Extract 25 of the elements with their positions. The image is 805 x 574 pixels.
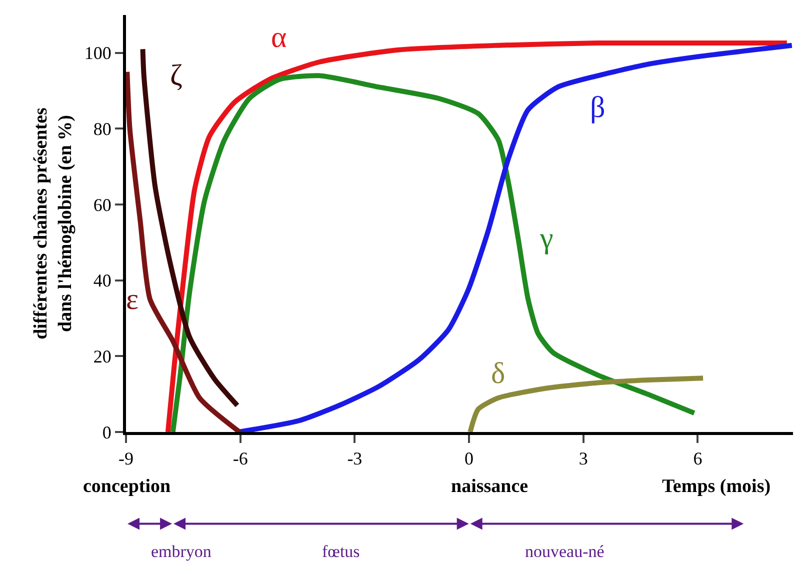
series-label: β: [590, 91, 606, 124]
series-label: α: [271, 21, 287, 54]
y-tick-label: 100: [84, 43, 112, 64]
series-label: ζ: [170, 59, 182, 92]
y-tick-label: 0: [102, 422, 112, 442]
text: conception: [83, 476, 172, 497]
x-tick-label: -6: [232, 448, 248, 469]
text: embryon: [151, 542, 212, 561]
y-tick-label: 60: [93, 194, 112, 215]
text: fœtus: [322, 542, 360, 561]
y-tick-label: 80: [93, 119, 112, 140]
series-label: δ: [491, 357, 506, 390]
text: naissance: [451, 476, 528, 497]
y-axis-title: différentes chaînes présentes dans l'hémoglobine (en %): [30, 108, 76, 340]
y-tick-label: 40: [93, 270, 112, 291]
x-tick-label: 0: [464, 448, 474, 469]
x-tick-label: -3: [347, 448, 362, 469]
x-tick-label: 3: [578, 448, 588, 469]
series-label: γ: [539, 222, 554, 255]
x-tick-label: 6: [693, 448, 702, 469]
y-tick-label: 20: [93, 346, 112, 366]
x-axis-title: Temps (mois): [662, 476, 771, 497]
x-tick-label: -9: [118, 448, 134, 469]
series-label: ε: [126, 283, 139, 316]
text: nouveau-né: [525, 542, 604, 561]
